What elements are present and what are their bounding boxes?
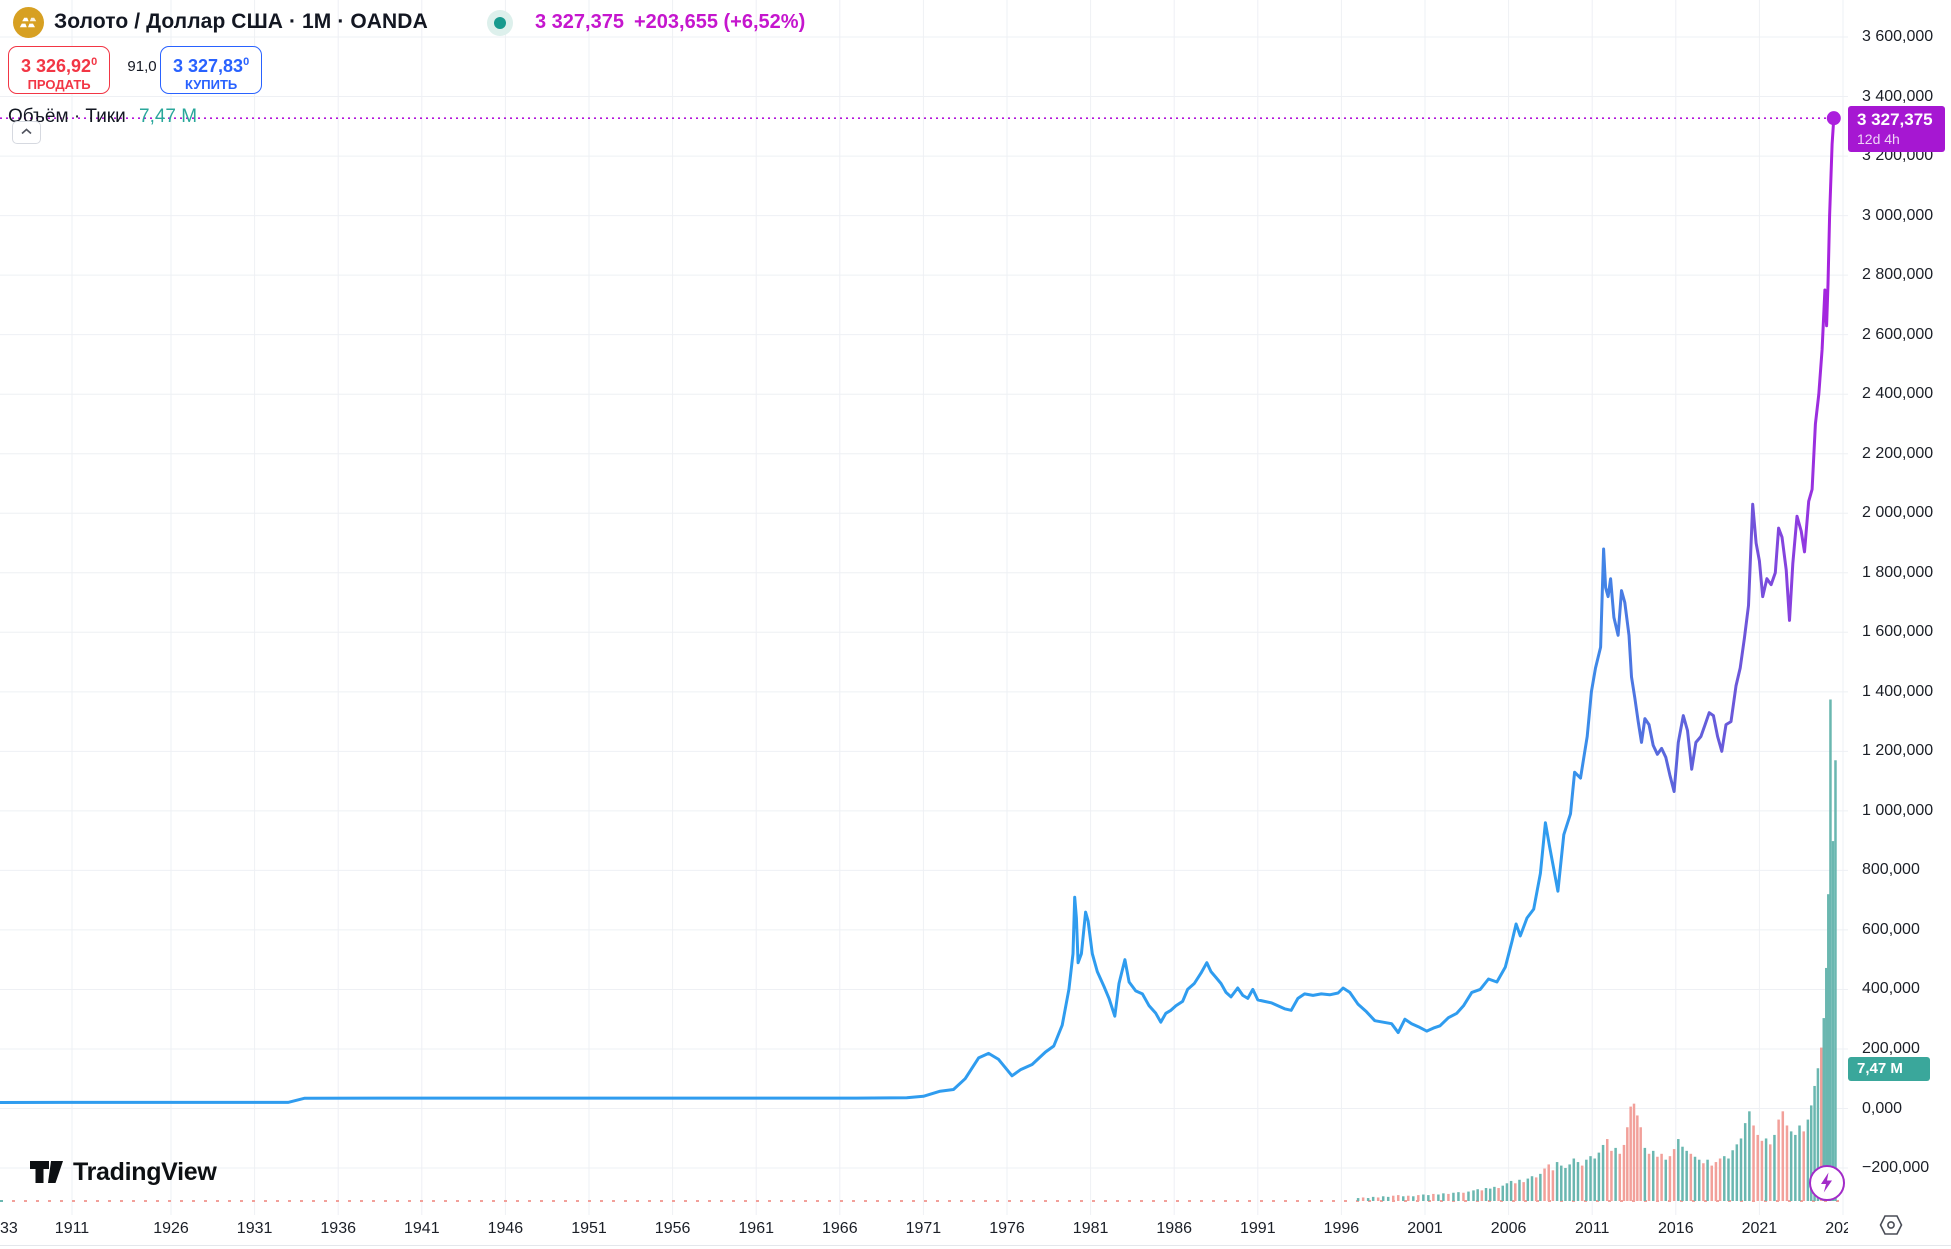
price-axis-label: 1 000,000 bbox=[1862, 801, 1934, 819]
price-axis-label: 600,000 bbox=[1862, 920, 1920, 938]
last-price-badge-value: 3 327,375 bbox=[1857, 110, 1933, 129]
tradingview-logo[interactable]: TradingView bbox=[28, 1155, 217, 1189]
hexagon-eye-icon bbox=[1879, 1215, 1903, 1235]
volume-indicator-value: 7,47 M bbox=[139, 106, 198, 127]
time-axis-label: 1941 bbox=[404, 1220, 440, 1237]
chevron-up-icon bbox=[21, 128, 32, 135]
volume-badge: 7,47 M bbox=[1848, 1057, 1930, 1081]
price-axis-label: 800,000 bbox=[1862, 861, 1920, 879]
price-change: +203,655 (+6,52%) bbox=[633, 11, 806, 33]
price-axis-label: 2 600,000 bbox=[1862, 325, 1934, 343]
price-axis-label: 1 200,000 bbox=[1862, 742, 1934, 760]
tradingview-logo-text: TradingView bbox=[73, 1157, 217, 1186]
window-bottom-divider bbox=[0, 1245, 1951, 1246]
tradingview-logo-icon bbox=[30, 1161, 63, 1183]
time-axis-label: 1986 bbox=[1156, 1220, 1192, 1237]
buy-button[interactable]: 3 327,830 КУПИТЬ bbox=[160, 46, 263, 94]
price-axis-label: 0,000 bbox=[1862, 1099, 1903, 1117]
buy-price-fraction: 0 bbox=[243, 56, 250, 68]
time-axis-label: 2016 bbox=[1658, 1220, 1694, 1237]
price-axis-label: 1 800,000 bbox=[1862, 563, 1934, 581]
last-price-value: 3 327,375 bbox=[535, 11, 624, 33]
price-axis-label: 2 400,000 bbox=[1862, 385, 1934, 403]
lightning-bolt-icon bbox=[1821, 1172, 1832, 1193]
price-axis-label: −200,000 bbox=[1862, 1159, 1930, 1177]
price-axis-label: 2 800,000 bbox=[1862, 266, 1934, 284]
price-axis-label: 2 000,000 bbox=[1862, 504, 1934, 522]
price-axis-label: 3 000,000 bbox=[1862, 206, 1934, 224]
market-status-icon[interactable] bbox=[487, 10, 513, 36]
last-price-badge: 3 327,375 12d 4h bbox=[1848, 106, 1945, 152]
sell-button[interactable]: 3 326,920 ПРОДАТЬ bbox=[8, 46, 111, 94]
bar-countdown: 12d 4h bbox=[1857, 131, 1900, 147]
time-axis-label: 1976 bbox=[989, 1220, 1025, 1237]
time-axis-label: 2026 bbox=[1825, 1220, 1848, 1237]
price-axis-label: 3 400,000 bbox=[1862, 87, 1934, 105]
time-axis-label: 1936 bbox=[320, 1220, 356, 1237]
time-axis-label: 1926 bbox=[153, 1220, 189, 1237]
time-axis[interactable]: 1833 1911 1926 1931 1936 1941 1946 1951 1956 1961… bbox=[0, 1215, 1848, 1246]
time-axis-label: 2021 bbox=[1741, 1220, 1778, 1237]
buy-price: 3 327,83 bbox=[173, 56, 244, 76]
time-axis-label: 1946 bbox=[487, 1220, 524, 1237]
buy-label: КУПИТЬ bbox=[184, 77, 238, 92]
time-axis-label: 1981 bbox=[1072, 1220, 1109, 1237]
time-axis-label: 1971 bbox=[905, 1220, 942, 1237]
time-axis-label: 1961 bbox=[738, 1220, 774, 1237]
instant-trading-button[interactable] bbox=[1809, 1165, 1845, 1201]
collapse-pane-button[interactable] bbox=[12, 121, 41, 144]
spread-value: 91,0 bbox=[127, 58, 157, 75]
time-axis-label: 1991 bbox=[1240, 1220, 1276, 1237]
time-axis-label: 2001 bbox=[1407, 1220, 1443, 1237]
time-axis-label: 2006 bbox=[1490, 1220, 1527, 1237]
time-axis-label: 1951 bbox=[571, 1220, 607, 1237]
gold-instrument-icon bbox=[13, 7, 44, 38]
time-axis-label: 1931 bbox=[236, 1220, 273, 1237]
time-axis-label: 1996 bbox=[1323, 1220, 1360, 1237]
symbol-title[interactable]: Золото / Доллар США · 1M · OANDA bbox=[54, 10, 428, 33]
price-axis-label: 1 400,000 bbox=[1862, 682, 1934, 700]
sell-price-fraction: 0 bbox=[91, 56, 98, 68]
price-axis-label: 1 600,000 bbox=[1862, 623, 1934, 641]
time-axis-label: 1956 bbox=[654, 1220, 691, 1237]
header-last-price: 3 327,375 +203,655 (+6,52%) bbox=[535, 11, 805, 34]
time-axis-label: 1833 bbox=[0, 1220, 18, 1237]
time-axis-label: 1966 bbox=[822, 1220, 858, 1237]
price-axis[interactable]: 3 600,000 3 400,000 3 200,000 3 000,000 2 80… bbox=[1848, 0, 1951, 1215]
price-axis-label: 200,000 bbox=[1862, 1039, 1920, 1057]
sell-label: ПРОДАТЬ bbox=[27, 77, 91, 92]
time-axis-label: 2011 bbox=[1574, 1220, 1610, 1237]
time-axis-label: 1911 bbox=[54, 1220, 90, 1237]
sell-price: 3 326,92 bbox=[21, 56, 92, 76]
price-axis-label: 3 600,000 bbox=[1862, 28, 1934, 46]
price-axis-label: 400,000 bbox=[1862, 980, 1920, 998]
pane-settings-icon[interactable] bbox=[1879, 1214, 1903, 1236]
price-axis-label: 2 200,000 bbox=[1862, 444, 1934, 462]
